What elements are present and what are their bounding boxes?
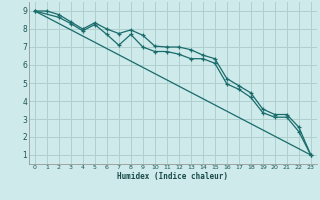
X-axis label: Humidex (Indice chaleur): Humidex (Indice chaleur) bbox=[117, 172, 228, 181]
